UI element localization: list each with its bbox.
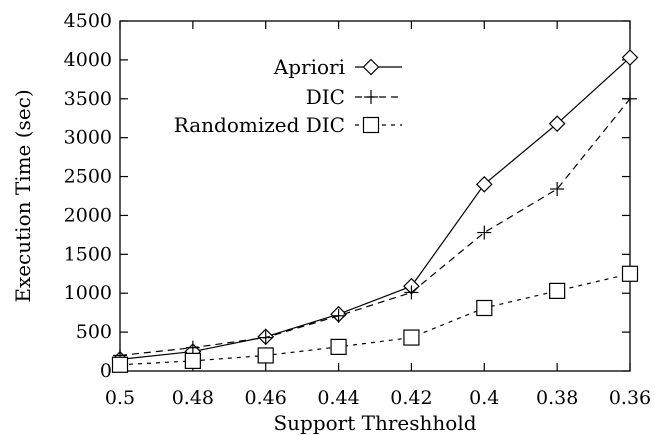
x-tick-label: 0.38 bbox=[536, 387, 578, 409]
data-point bbox=[330, 338, 347, 355]
y-axis: 0 500 1000 1500 2000 2500 3000 3500 4000 4500 bbox=[64, 10, 630, 382]
data-point bbox=[475, 175, 493, 193]
data-point bbox=[111, 356, 129, 373]
y-tick-label: 0 bbox=[100, 360, 112, 382]
x-tick-label: 0.5 bbox=[105, 387, 135, 409]
legend: Apriori DIC Randomized DIC bbox=[174, 55, 402, 137]
data-point bbox=[623, 91, 637, 106]
x-tick-label: 0.4 bbox=[469, 387, 499, 409]
data-point bbox=[184, 352, 201, 369]
series-line bbox=[119, 273, 631, 366]
x-axis: 0.5 0.48 0.46 0.44 0.42 0.4 0.38 0.36 bbox=[105, 21, 651, 409]
y-tick-label: 3000 bbox=[64, 127, 112, 149]
x-tick-label: 0.48 bbox=[172, 387, 214, 409]
data-point bbox=[477, 225, 492, 240]
legend-label: Randomized DIC bbox=[174, 113, 345, 137]
y-tick-label: 3500 bbox=[64, 88, 112, 110]
series-dic bbox=[113, 91, 637, 363]
series-line bbox=[119, 98, 631, 357]
data-point bbox=[404, 285, 419, 300]
legend-marker bbox=[364, 90, 378, 104]
y-tick-label: 2500 bbox=[64, 166, 112, 188]
x-axis-title: Support Threshhold bbox=[273, 411, 476, 435]
data-point bbox=[549, 282, 566, 299]
data-point bbox=[257, 347, 274, 364]
series-line bbox=[119, 57, 631, 360]
data-point bbox=[548, 115, 566, 133]
x-tick-label: 0.44 bbox=[317, 387, 359, 409]
x-tick-label: 0.46 bbox=[245, 387, 287, 409]
legend-label: DIC bbox=[306, 85, 345, 109]
data-point bbox=[185, 340, 200, 355]
y-tick-label: 500 bbox=[76, 321, 112, 343]
data-point bbox=[258, 330, 273, 345]
data-point bbox=[331, 308, 346, 323]
data-point bbox=[550, 182, 565, 196]
data-point bbox=[476, 299, 493, 317]
y-tick-label: 1000 bbox=[64, 282, 112, 304]
data-point bbox=[621, 49, 639, 66]
y-tick-label: 2000 bbox=[64, 204, 112, 226]
x-tick-label: 0.36 bbox=[609, 387, 651, 409]
legend-label: Apriori bbox=[273, 55, 345, 79]
y-tick-label: 4000 bbox=[64, 49, 112, 71]
y-tick-label: 1500 bbox=[64, 243, 112, 265]
legend-marker bbox=[362, 58, 380, 76]
y-tick-label: 4500 bbox=[64, 10, 112, 32]
legend-marker bbox=[362, 116, 380, 134]
data-point bbox=[403, 329, 420, 346]
plot-frame bbox=[119, 20, 631, 372]
data-point bbox=[621, 265, 639, 282]
series-layer bbox=[111, 49, 639, 373]
x-tick-label: 0.42 bbox=[390, 387, 432, 409]
y-axis-title: Execution Time (sec) bbox=[11, 89, 35, 302]
series-randomized-dic bbox=[111, 265, 639, 373]
